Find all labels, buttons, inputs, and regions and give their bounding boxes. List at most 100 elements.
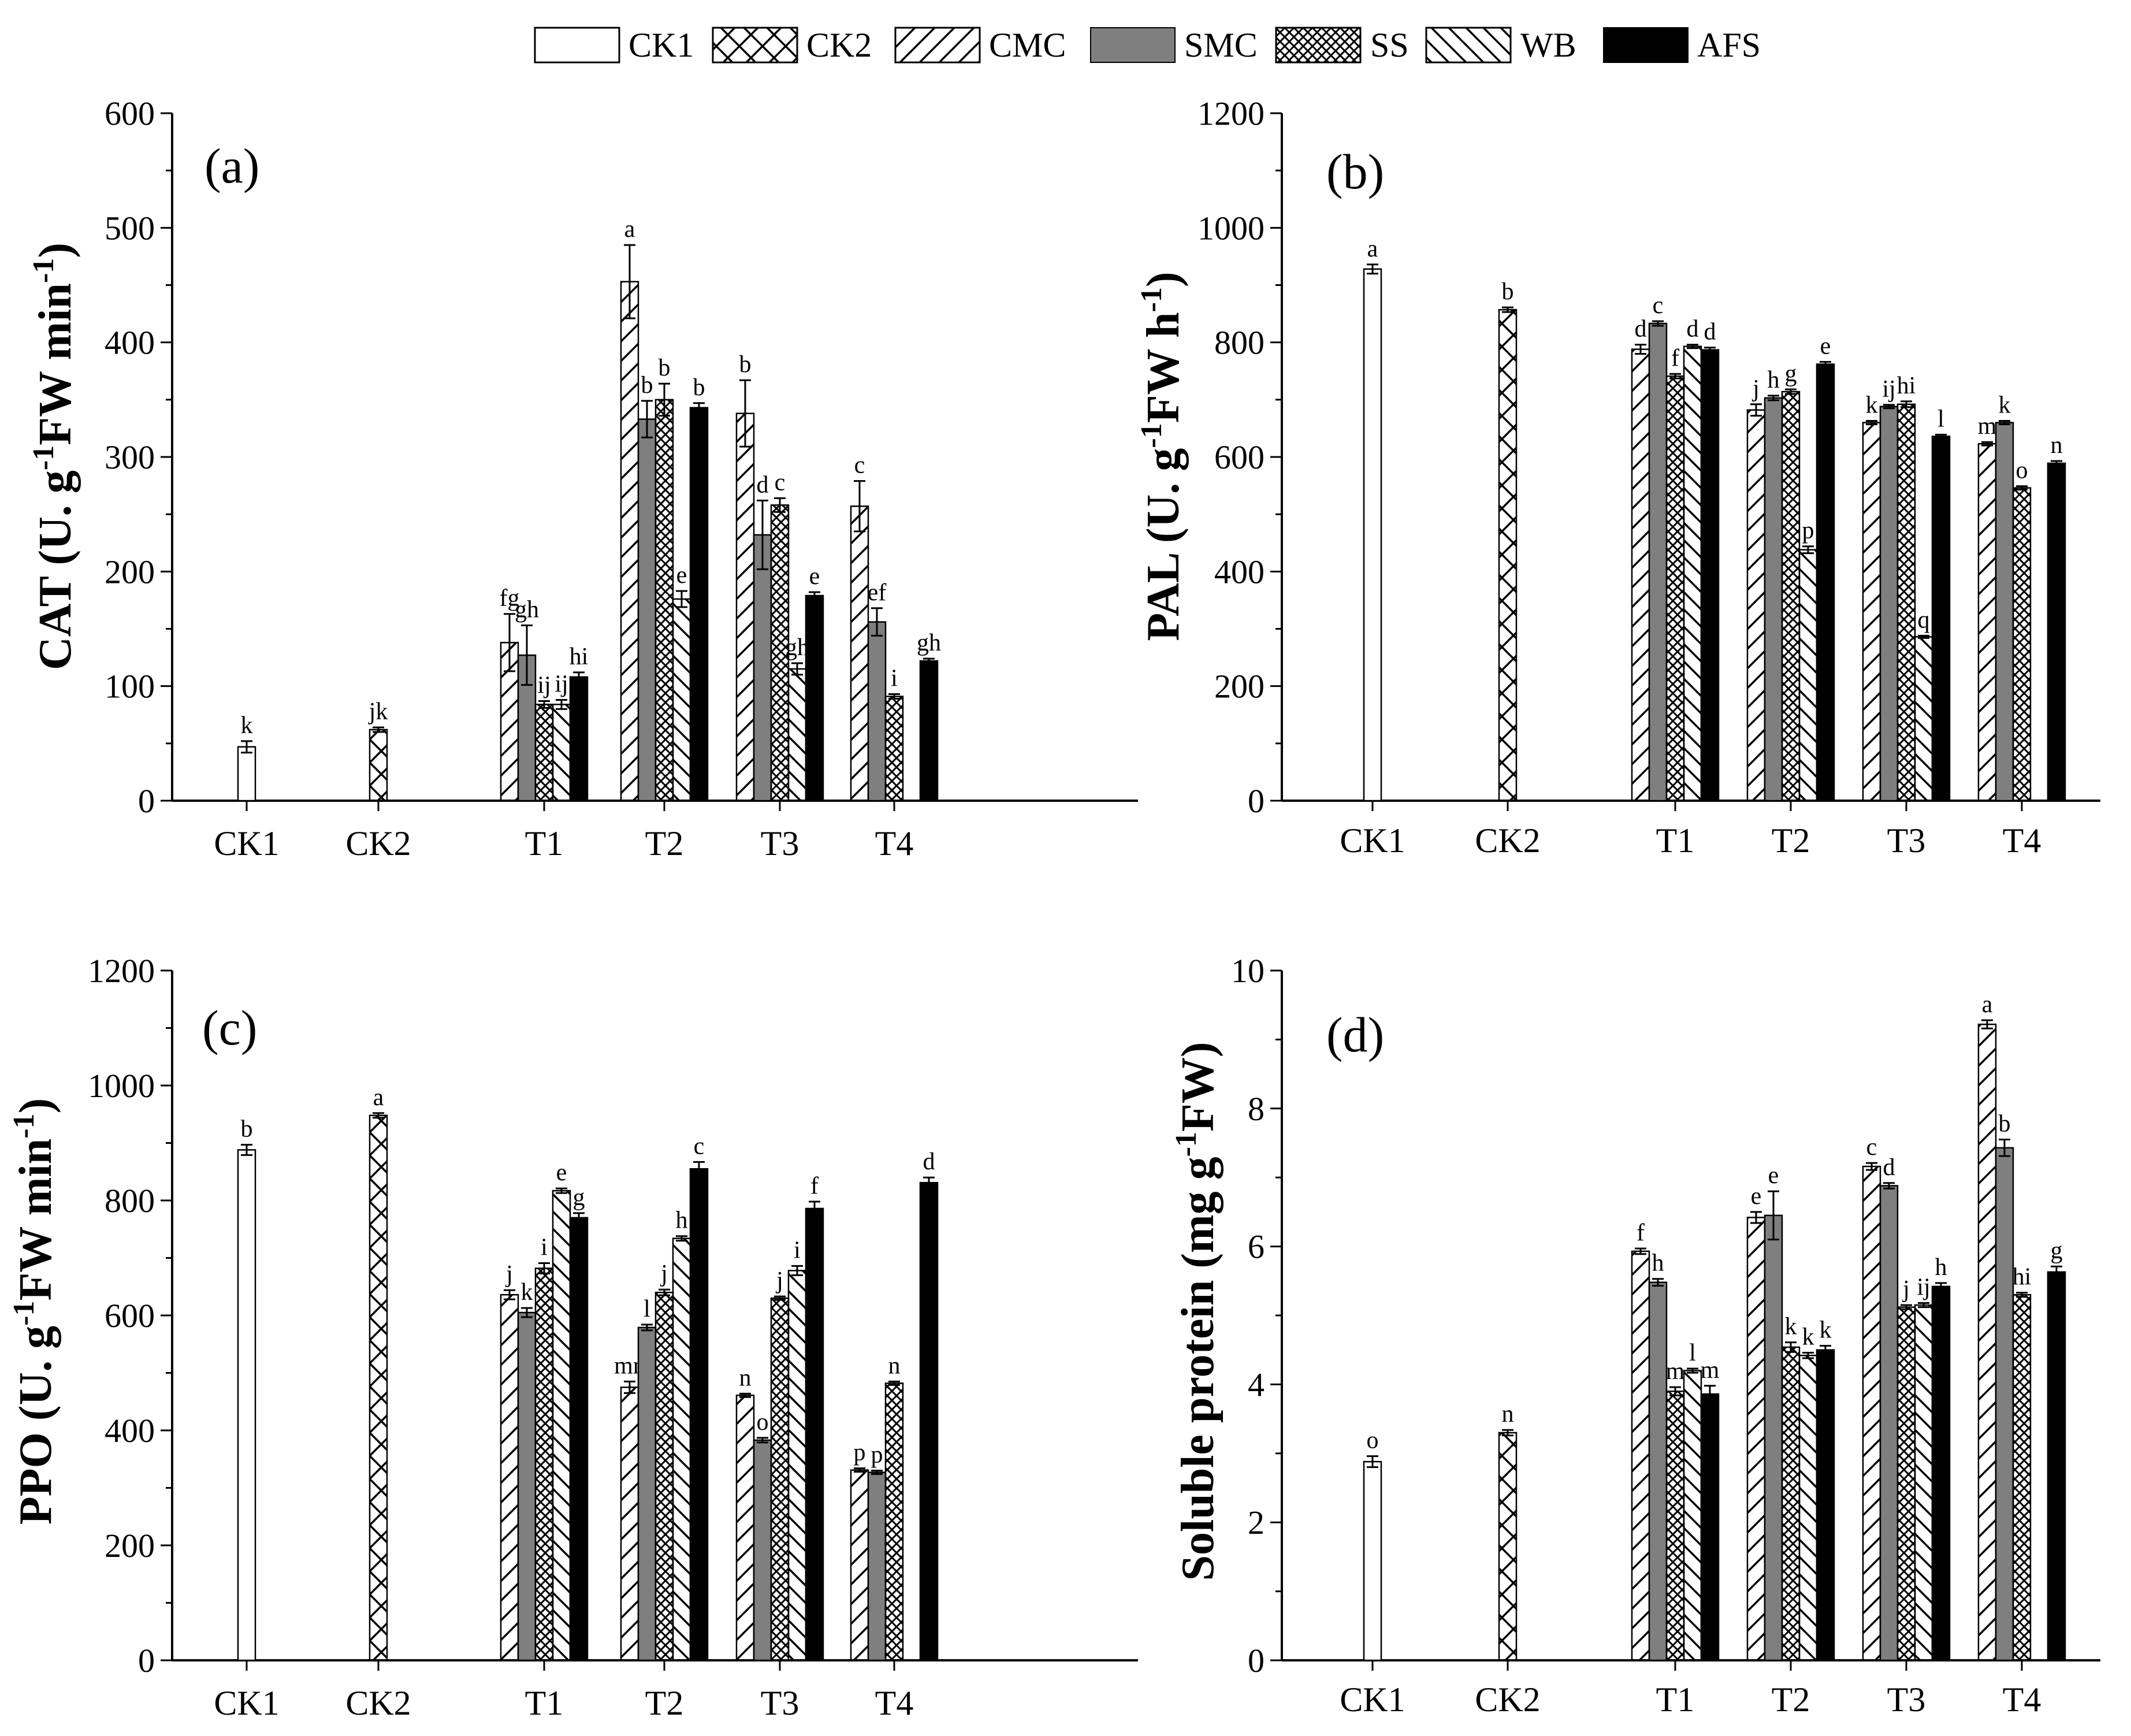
bar-t4-smc [1995, 1147, 2014, 1661]
panel-tag: (c) [202, 1000, 257, 1055]
y-axis-label: PPO (U. g-1FW min-1) [8, 1098, 61, 1525]
y-tick-label: 6 [1248, 1228, 1265, 1266]
y-tick-label: 200 [105, 1527, 155, 1564]
y-tick-label: 800 [1214, 324, 1265, 362]
sig-label: c [854, 452, 865, 479]
bar-t2-wb [1798, 1355, 1818, 1661]
bar-t3-wb [787, 668, 807, 802]
y-tick-label: 300 [105, 438, 155, 476]
sig-label: fg [500, 585, 520, 612]
y-tick-label: 10 [1231, 952, 1265, 990]
sig-label: k [1802, 1324, 1814, 1350]
sig-label: a [1367, 236, 1378, 262]
x-tick-label-t3: T3 [761, 824, 799, 863]
bar-t1-afs [569, 1217, 589, 1661]
legend-swatch-afs [1603, 27, 1689, 63]
chart-pal: 0 200 400 600 800 1000 1200 CK1 CK2 T1 T2 T3 T4 (b) PA… [1135, 95, 2100, 860]
legend-swatch-wb [1425, 27, 1512, 64]
sig-label: k [1785, 1314, 1797, 1340]
bar-t3-ss [770, 1297, 790, 1661]
y-axis-label-end: ) [1138, 272, 1189, 287]
y-axis-label-sup: -1 [8, 1301, 40, 1326]
y-axis-label-end: ) [10, 1098, 61, 1114]
sig-label: c [775, 469, 786, 496]
y-axis-label: Soluble protein (mg g-1FW) [1170, 1042, 1223, 1581]
x-tick-label-t2: T2 [645, 1684, 684, 1722]
sig-label: m [1666, 1358, 1685, 1385]
legend-label-ss: SS [1370, 26, 1409, 64]
legend-swatch-smc [1090, 27, 1176, 63]
sig-label: o [1367, 1428, 1379, 1454]
y-tick-label: 1200 [88, 952, 155, 990]
bar-t4-ss [2012, 487, 2032, 802]
y-axis-label-unit: FW) [1173, 1042, 1223, 1132]
y-tick-label: 600 [105, 95, 155, 132]
bar-t3-afs [805, 594, 824, 802]
y-axis-label-unit: FW h [1138, 312, 1189, 423]
y-axis-label-sup: -1 [1135, 423, 1168, 448]
bar-t1-afs [1700, 349, 1720, 802]
legend-swatch-ck1 [534, 27, 620, 64]
sig-label: hi [1897, 373, 1916, 399]
y-tick-label: 400 [105, 324, 155, 362]
x-tick-label-t1: T1 [1656, 1681, 1695, 1719]
y-axis-label-main: Soluble protein (mg g [1173, 1157, 1223, 1581]
y-tick-label: 0 [1248, 1642, 1265, 1679]
x-tick-label-t4: T4 [875, 1684, 914, 1722]
sig-label: j [1751, 376, 1760, 402]
y-tick-label: 0 [138, 1642, 155, 1679]
sig-label: a [1982, 991, 1993, 1018]
bar-t4-afs [2047, 1271, 2066, 1661]
bar-t3-afs [805, 1207, 824, 1661]
y-axis-label-sup: -1 [27, 445, 60, 470]
bar-t3-cmc [1862, 1165, 1881, 1661]
y-tick-label: 1000 [1197, 209, 1265, 247]
sig-label: hi [570, 644, 589, 670]
bar-ck1-ck1 [237, 746, 256, 802]
panel-a: 0 100 200 300 400 500 600 CK1 CK2 T1 T2 T3 T4 (a) CAT … [27, 95, 1138, 863]
x-tick-label-ck1: CK1 [1340, 1681, 1405, 1719]
y-tick-label: 0 [1248, 782, 1265, 820]
legend-label-ck2: CK2 [806, 26, 872, 64]
bar-t2-cmc [620, 281, 639, 802]
bar-t4-ss [884, 1382, 904, 1661]
bar-t4-cmc [1977, 443, 1997, 802]
sig-label: ef [868, 579, 887, 606]
sig-label: p [871, 1442, 883, 1469]
sig-label: f [810, 1173, 819, 1199]
sig-label: a [624, 216, 635, 243]
panel-tag: (b) [1326, 144, 1384, 199]
x-tick-label-t4: T4 [875, 824, 914, 863]
sig-label: b [1999, 1111, 2011, 1137]
bar-t1-ss [1665, 1391, 1685, 1661]
bar-t2-ss [654, 1291, 674, 1661]
sig-label: e [809, 563, 820, 590]
bar-t3-afs [1931, 436, 1951, 802]
sig-label: c [694, 1133, 705, 1159]
sig-label: d [1687, 316, 1699, 343]
legend-item-afs: AFS [1603, 26, 1761, 64]
sig-label: j [660, 1261, 668, 1287]
legend-swatch-ss [1275, 27, 1362, 64]
y-tick-label: 100 [105, 668, 155, 705]
sig-label: b [1502, 278, 1514, 305]
sig-label: d [757, 471, 769, 498]
legend-label-afs: AFS [1697, 26, 1761, 64]
bar-t1-wb [552, 1189, 571, 1661]
bar-t1-wb [552, 704, 571, 802]
y-axis-label-sup: -1 [27, 258, 60, 283]
x-tick-label-t1: T1 [1656, 821, 1695, 860]
sig-label: g [1785, 360, 1797, 387]
x-tick-label-ck1: CK1 [1340, 821, 1405, 860]
sig-label: k [1820, 1317, 1832, 1344]
legend-item-smc: SMC [1090, 26, 1258, 64]
bar-t3-afs [1931, 1285, 1951, 1661]
sig-label: e [676, 562, 687, 589]
x-tick-label-t3: T3 [761, 1684, 799, 1722]
panel-b: 0 200 400 600 800 1000 1200 CK1 CK2 T1 T2 T3 T4 (b) PA… [1135, 95, 2100, 860]
bar-t1-smc [1648, 322, 1668, 802]
y-axis-label: PAL (U. g-1FW h-1) [1135, 272, 1189, 641]
sig-label: k [1866, 392, 1878, 419]
